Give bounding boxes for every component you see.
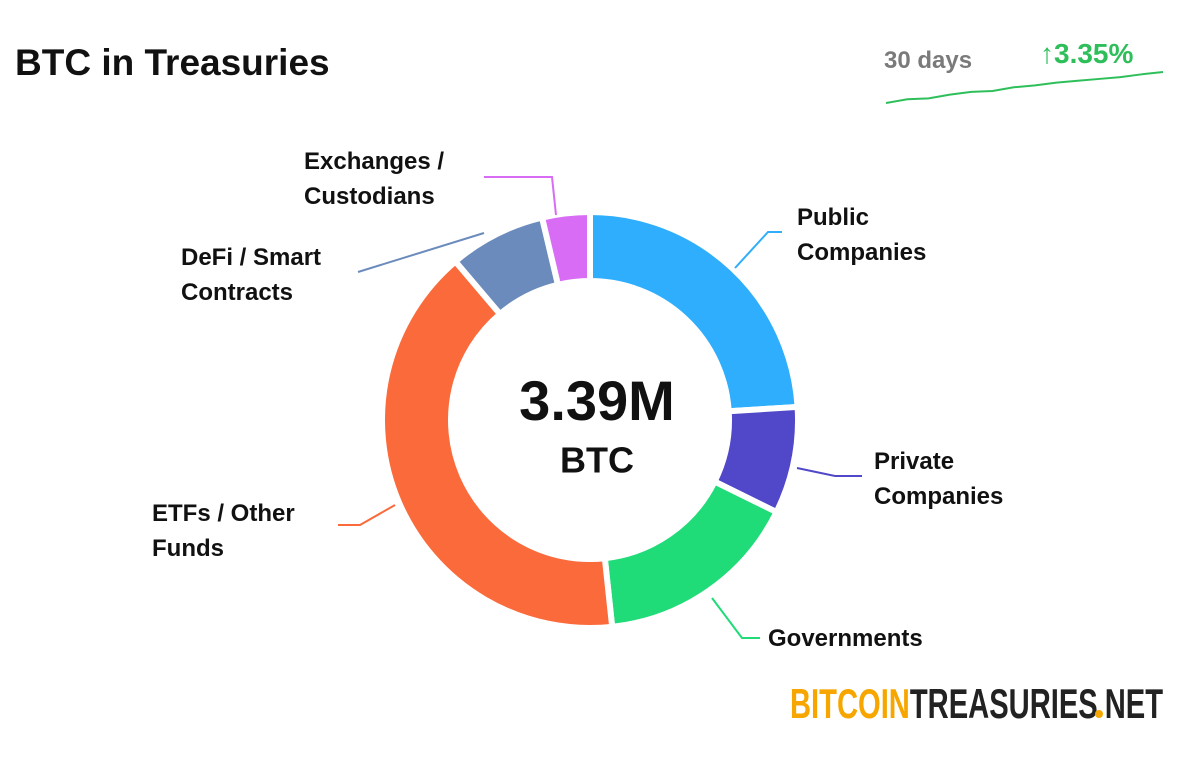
logo-part: BITCOIN — [790, 680, 910, 727]
donut-segment — [587, 209, 801, 415]
donut-segment — [379, 258, 616, 631]
leader-line — [734, 231, 782, 269]
center-unit: BTC — [560, 440, 634, 481]
donut-segment — [601, 478, 780, 630]
trend-period: 30 days — [884, 47, 972, 74]
logo-dot — [1095, 710, 1103, 718]
chart-title: BTC in Treasuries — [15, 42, 330, 83]
leader-line — [796, 467, 862, 477]
center-value: 3.39M — [519, 369, 675, 432]
segment-label: ETFs / Other Funds — [152, 500, 295, 562]
segment-label: Public Companies — [797, 204, 927, 266]
logo: BITCOINTREASURIESNET — [790, 680, 1163, 727]
segment-label: Governments — [768, 625, 923, 652]
segment-label: DeFi / Smart Contracts — [181, 244, 322, 306]
logo-part: NET — [1105, 680, 1164, 727]
leader-line — [711, 597, 760, 639]
leader-line — [484, 176, 557, 216]
segment-label: Private Companies — [874, 448, 1004, 510]
trend-change: ↑3.35% — [1040, 38, 1133, 69]
trend-line — [885, 71, 1164, 104]
leader-line — [357, 232, 485, 273]
leader-line — [338, 504, 396, 526]
segment-label: Exchanges / Custodians — [304, 148, 445, 210]
logo-part: TREASURIES — [910, 680, 1098, 727]
